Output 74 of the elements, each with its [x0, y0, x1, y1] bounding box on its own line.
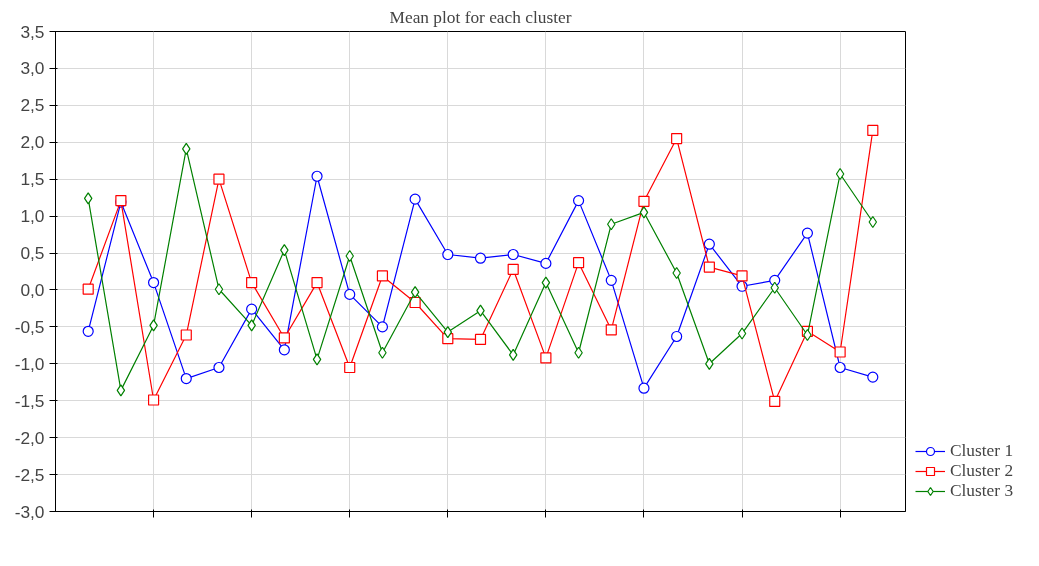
point [344, 361, 356, 374]
point [180, 372, 192, 385]
point [443, 325, 453, 339]
y-tick-label: 3,5 [20, 21, 45, 42]
y-tick-label: 0,5 [20, 243, 45, 264]
y-tick-label: -2,0 [14, 427, 45, 448]
point [508, 348, 518, 362]
legend-label: Cluster 3 [950, 481, 1014, 501]
point [442, 248, 454, 261]
point [801, 227, 814, 239]
point [376, 270, 389, 282]
point [409, 296, 421, 309]
point [671, 132, 683, 145]
y-tick-label: 3,0 [20, 58, 45, 79]
point [180, 329, 192, 341]
point [147, 394, 160, 406]
point [507, 263, 519, 275]
point [572, 257, 585, 269]
y-tick-label: -1,0 [14, 353, 45, 374]
point [213, 173, 225, 185]
point [311, 170, 323, 182]
point [736, 270, 748, 282]
y-tick-label: 0,0 [20, 279, 45, 300]
y-tick-label: -2,5 [14, 464, 45, 485]
point [246, 303, 258, 315]
point [541, 276, 551, 289]
point [82, 283, 94, 295]
point [671, 330, 683, 343]
point [703, 238, 715, 250]
point [868, 215, 878, 229]
y-tick-label: 2,0 [20, 132, 45, 153]
point [540, 352, 552, 364]
point [507, 248, 519, 261]
point [344, 288, 356, 300]
point [737, 327, 747, 340]
point [83, 192, 93, 205]
y-tick-label: 1,0 [20, 206, 45, 227]
point [867, 371, 879, 383]
y-tick-label: 1,5 [20, 169, 45, 190]
legend-label: Cluster 1 [950, 441, 1014, 461]
y-tick-label: -0,5 [14, 316, 45, 337]
point [703, 261, 715, 273]
y-tick-label: -3,0 [14, 501, 45, 522]
point [572, 195, 585, 207]
point [638, 382, 650, 394]
point [278, 332, 290, 344]
y-tick-label: -1,5 [14, 390, 45, 411]
point [278, 344, 290, 356]
point [639, 206, 649, 219]
point [605, 324, 617, 336]
point [474, 252, 487, 264]
point [147, 276, 160, 289]
point [213, 361, 225, 374]
point [835, 167, 845, 181]
point [116, 384, 126, 397]
point [867, 124, 879, 137]
point [834, 346, 846, 358]
point [540, 257, 552, 269]
point [474, 333, 487, 346]
point [214, 283, 224, 296]
point [376, 321, 389, 333]
legend-label: Cluster 2 [950, 461, 1014, 481]
point [410, 286, 420, 299]
point [834, 361, 846, 374]
point [246, 276, 258, 289]
chart-title: Mean plot for each cluster [389, 7, 572, 27]
point [409, 193, 421, 205]
point [312, 353, 322, 366]
point [638, 195, 650, 207]
point [82, 325, 94, 337]
point [769, 395, 781, 408]
point [311, 276, 323, 289]
y-tick-label: 2,5 [20, 95, 45, 116]
point [605, 274, 617, 286]
